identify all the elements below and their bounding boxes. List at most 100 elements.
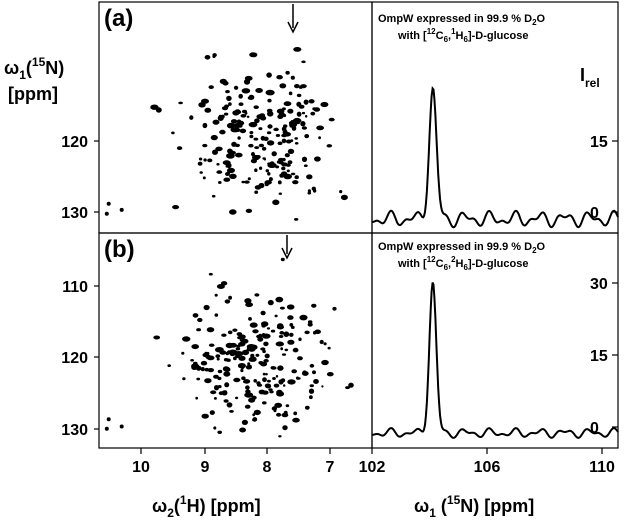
- nmr-peak: [268, 388, 273, 391]
- nmr-peak: [266, 379, 271, 383]
- panel-a-annotation-line2: with [12C6,1H6]-D-glucose: [397, 27, 528, 44]
- nmr-peak: [270, 366, 277, 370]
- nmr-peak: [226, 358, 231, 362]
- nmr-peak: [235, 152, 243, 158]
- nmr-peak: [217, 369, 223, 374]
- nmr-peak: [266, 140, 275, 146]
- nmr-peak: [246, 345, 255, 351]
- nmr-peak: [247, 362, 251, 366]
- nmr-peak: [276, 412, 282, 417]
- panel-a-arrow-icon: [287, 4, 299, 34]
- nmr-peak: [256, 155, 261, 159]
- left-x-axis-title: ω2(1H) [ppm]: [152, 493, 261, 520]
- nmr-peak: [260, 310, 266, 316]
- nmr-peak: [277, 180, 282, 185]
- nmr-peak: [309, 363, 315, 368]
- nmr-peak: [214, 385, 219, 391]
- nmr-peak: [240, 365, 245, 370]
- nmr-peak: [225, 367, 231, 372]
- nmr-peak: [190, 359, 195, 362]
- nmr-peak: [241, 376, 246, 381]
- nmr-peak: [291, 369, 298, 374]
- nmr-peak: [267, 172, 271, 176]
- left-x-tick-label-10: 10: [132, 459, 150, 476]
- nmr-peak: [258, 143, 265, 148]
- nmr-peak: [276, 75, 283, 80]
- panel-a-intensity-tick-label-0: 0: [590, 205, 599, 222]
- nmr-peak: [283, 124, 288, 128]
- nmr-peak: [270, 329, 276, 333]
- nmr-peak: [290, 75, 295, 80]
- nmr-peak: [283, 384, 286, 387]
- nmr-peak: [245, 385, 250, 390]
- nmr-peak: [316, 125, 324, 131]
- nmr-peak: [248, 397, 256, 403]
- panel-a-2d-frame: [98, 1, 373, 234]
- nmr-peak: [167, 364, 171, 367]
- nmr-peak: [119, 207, 124, 212]
- nmr-peak: [182, 336, 191, 342]
- nmr-peak: [104, 211, 109, 216]
- nmr-peak: [276, 324, 284, 330]
- nmr-peak: [226, 95, 232, 101]
- nmr-peak: [314, 329, 322, 335]
- nmr-peak: [204, 107, 212, 113]
- nmr-peak: [182, 377, 186, 381]
- nmr-peak: [208, 85, 214, 89]
- nmr-peak: [287, 339, 295, 345]
- nmr-peak: [255, 353, 260, 357]
- nmr-peak: [283, 101, 292, 107]
- nmr-peak: [307, 189, 311, 193]
- nmr-peak: [272, 377, 276, 380]
- nmr-peak: [312, 370, 316, 375]
- nmr-peak: [320, 101, 329, 108]
- nmr-peak: [253, 105, 259, 109]
- nmr-peak: [244, 180, 250, 184]
- nmr-peak: [283, 410, 288, 415]
- nmr-peak: [285, 70, 290, 75]
- nmr-peak: [262, 333, 266, 337]
- nmr-peak: [303, 164, 308, 167]
- nmr-peak: [287, 379, 296, 385]
- nmr-peak: [294, 142, 299, 145]
- nmr-peak: [282, 425, 288, 431]
- nmr-peak: [238, 102, 244, 106]
- nmr-peak: [217, 385, 222, 389]
- nmr-peak: [172, 205, 180, 210]
- nmr-peak: [279, 306, 285, 310]
- nmr-peak: [292, 117, 302, 124]
- nmr-peak: [285, 404, 290, 408]
- nmr-peak: [301, 156, 308, 162]
- panel-b-y-ticks: 110 120 130: [61, 279, 99, 439]
- nmr-peak: [308, 388, 315, 394]
- panel-b-y-tick-label-130: 130: [61, 422, 88, 439]
- nmr-peak: [345, 386, 350, 390]
- nmr-peak: [265, 373, 268, 376]
- nmr-peak: [264, 353, 270, 359]
- nmr-peak: [275, 341, 284, 347]
- nmr-peak: [293, 47, 302, 52]
- nmr-peak: [284, 153, 290, 158]
- nmr-peak: [281, 166, 286, 171]
- left-x-ticks: 10 9 8 7: [132, 448, 335, 476]
- nmr-peak: [275, 296, 284, 303]
- nmr-peak: [201, 413, 209, 419]
- nmr-peak: [213, 397, 217, 400]
- nmr-peak: [253, 379, 257, 383]
- nmr-peak: [326, 372, 334, 377]
- nmr-peak: [258, 361, 264, 365]
- nmr-peak: [214, 293, 218, 297]
- nmr-peak: [254, 293, 260, 297]
- nmr-peak: [216, 163, 220, 166]
- nmr-peak: [215, 146, 223, 152]
- nmr-peak: [245, 208, 253, 213]
- nmr-peak: [210, 134, 218, 141]
- nmr-peak: [259, 166, 263, 170]
- nmr-peak: [261, 146, 267, 151]
- nmr-peak: [232, 328, 238, 332]
- nmr-peak: [231, 141, 237, 147]
- nmr-peak: [221, 106, 229, 111]
- nmr-peak: [278, 112, 285, 117]
- nmr-peak: [289, 332, 294, 337]
